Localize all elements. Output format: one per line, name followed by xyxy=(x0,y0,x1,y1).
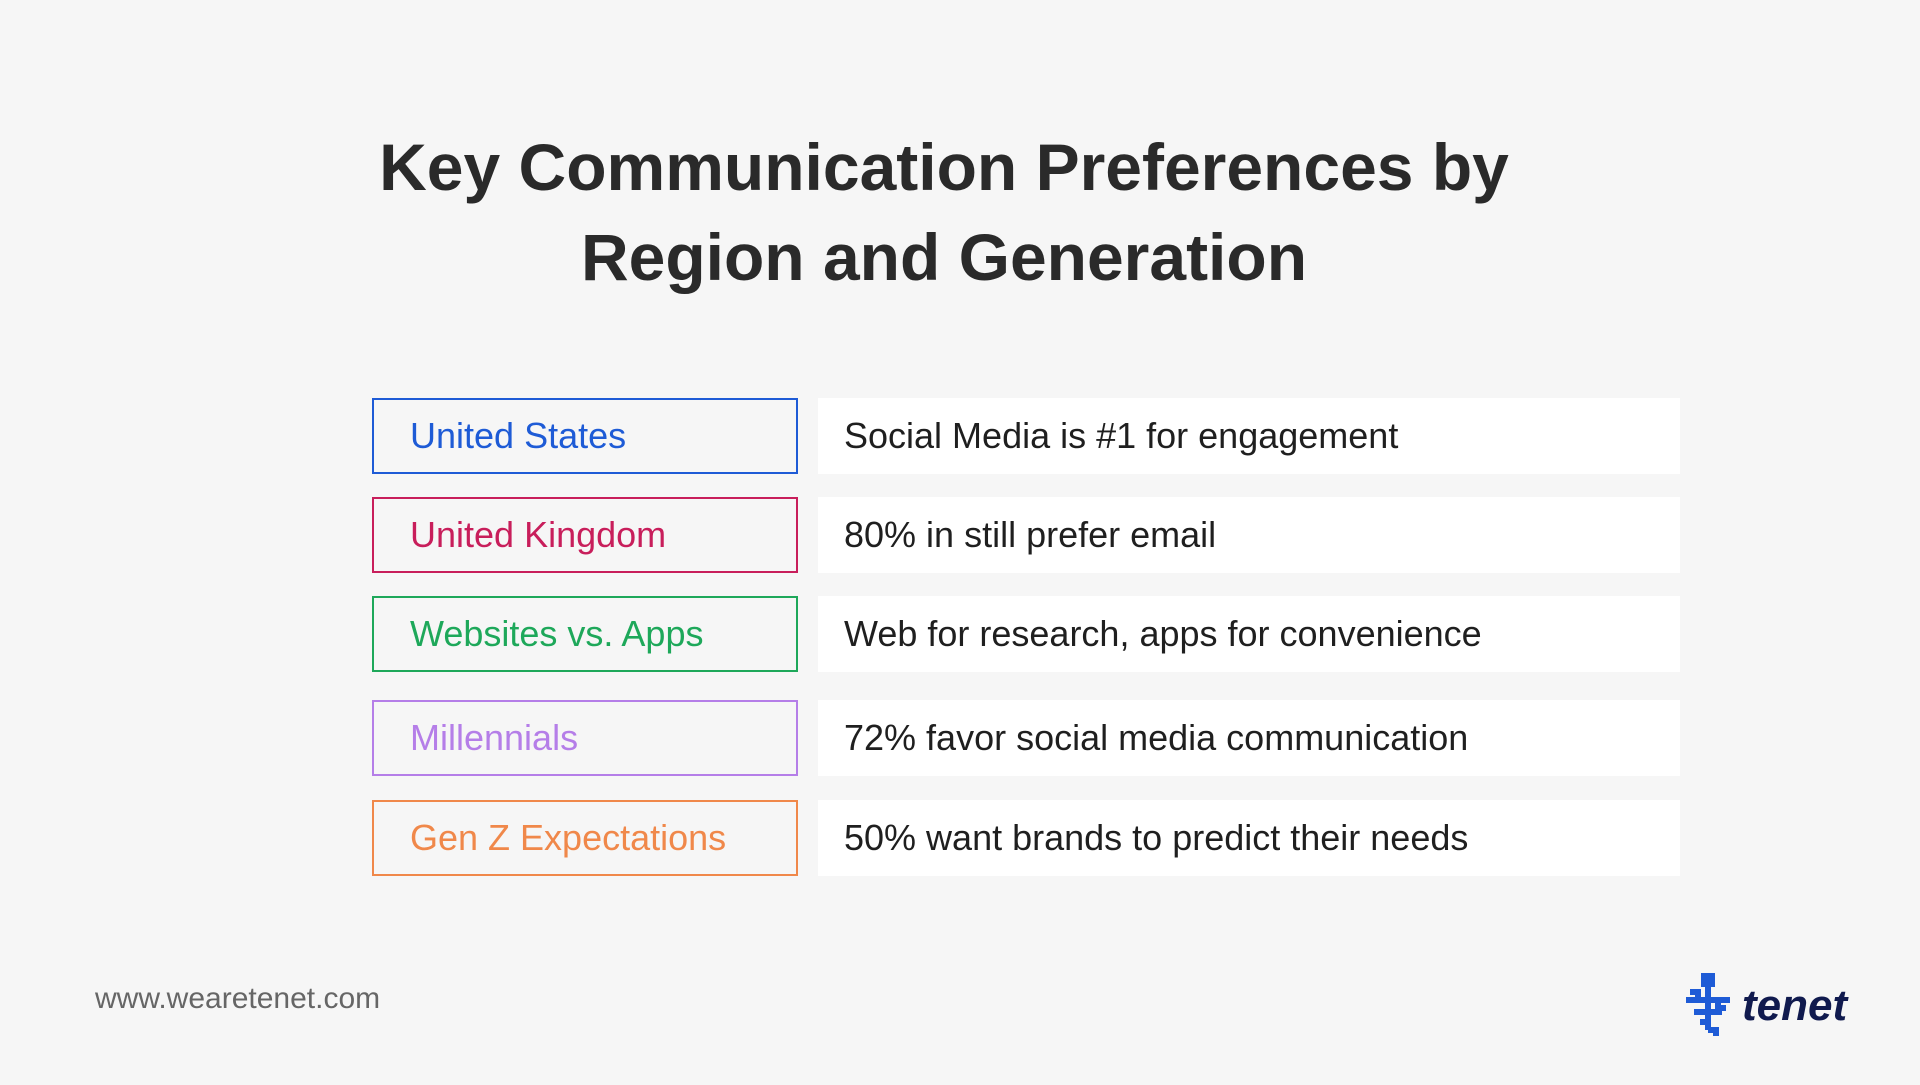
row-description-united-kingdom: 80% in still prefer email xyxy=(818,497,1680,573)
preference-row-united-kingdom: United Kingdom 80% in still prefer email xyxy=(372,497,1680,573)
title-line-1: Key Communication Preferences by xyxy=(379,130,1509,204)
title-line-2: Region and Generation xyxy=(580,220,1308,294)
row-label-millennials: Millennials xyxy=(372,700,798,776)
preference-row-websites-vs-apps: Websites vs. Apps Web for research, apps… xyxy=(372,596,1680,672)
row-label-united-states: United States xyxy=(372,398,798,474)
preference-row-united-states: United States Social Media is #1 for eng… xyxy=(372,398,1680,474)
row-description-websites-vs-apps: Web for research, apps for convenience xyxy=(818,596,1680,672)
page-title: Key Communication Preferences by Region … xyxy=(0,122,1888,302)
tenet-logo: tenet xyxy=(1680,972,1847,1040)
footer-website-url[interactable]: www.wearetenet.com xyxy=(95,982,381,1015)
preference-row-gen-z-expectations: Gen Z Expectations 50% want brands to pr… xyxy=(372,800,1680,876)
tenet-logo-text: tenet xyxy=(1742,981,1848,1030)
row-description-united-states: Social Media is #1 for engagement xyxy=(818,398,1680,474)
row-label-websites-vs-apps: Websites vs. Apps xyxy=(372,596,798,672)
tenet-logo-icon xyxy=(1686,973,1730,1036)
row-label-gen-z-expectations: Gen Z Expectations xyxy=(372,800,798,876)
preference-row-millennials: Millennials 72% favor social media commu… xyxy=(372,700,1680,776)
row-label-united-kingdom: United Kingdom xyxy=(372,497,798,573)
row-description-gen-z-expectations: 50% want brands to predict their needs xyxy=(818,800,1680,876)
row-description-millennials: 72% favor social media communication xyxy=(818,700,1680,776)
